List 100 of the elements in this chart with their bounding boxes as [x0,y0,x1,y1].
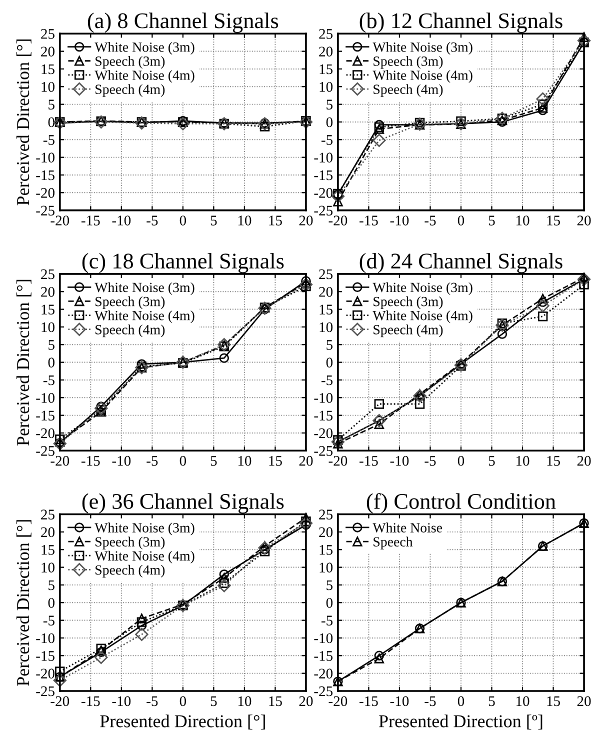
y-tick-label: 0 [48,358,54,368]
y-tick-label: 10 [42,562,54,572]
legend-label: White Noise (3m) [94,522,194,536]
x-tick-label: 5 [210,456,217,466]
y-tick-label: 5 [48,340,54,350]
y-tick-label: -20 [36,188,54,198]
legend-label: White Noise (3m) [372,282,472,295]
y-tick-label: -10 [36,152,54,163]
y-tick-label: -25 [36,206,54,216]
y-tick-label: -5 [43,135,54,145]
x-tick-label: 15 [269,456,282,466]
x-tick-label: 20 [577,696,591,706]
legend-label: Speech (4m) [96,324,165,338]
y-tick-label: -25 [314,206,333,216]
y-tick-label: 10 [42,322,54,332]
y-tick-label: 25 [319,510,333,520]
x-tick-label: -15 [360,456,378,466]
legend-label: Speech (4m) [96,564,165,578]
x-tick-label: -10 [112,216,131,226]
x-tick-label: 0 [180,456,186,466]
y-tick-label: 0 [48,117,54,128]
y-tick-label: -15 [36,410,54,421]
x-tick-label: 10 [238,696,252,706]
x-tick-label: 10 [238,456,252,466]
y-tick-label: -15 [36,651,54,661]
y-tick-label: 10 [320,322,333,332]
chart-title: (f) Control Condition [366,493,556,514]
legend-label: Speech (3m) [374,296,443,310]
y-tick-label: -20 [314,428,333,438]
chart-title: (c) 18 Channel Signals [82,252,284,274]
x-tick-label: 0 [180,696,186,706]
legend-label: White Noise (4m) [94,550,194,564]
legend-label: White Noise (4m) [372,310,472,324]
x-tick-label: -5 [424,696,436,706]
y-tick-label: -20 [36,668,54,679]
x-tick-label: 15 [547,456,560,466]
x-tick-label: 10 [516,456,530,466]
y-tick-label: 0 [48,598,54,608]
y-tick-label: 15 [42,545,54,555]
y-tick-label: 15 [320,545,333,555]
y-tick-label: -20 [36,428,54,438]
y-tick-label: 5 [326,580,333,590]
y-tick-label: -20 [314,188,333,198]
y-tick-label: 15 [42,304,54,314]
y-tick-label: -10 [314,633,333,644]
x-tick-label: 5 [488,216,495,226]
x-tick-label: -15 [81,456,100,466]
x-tick-label: 5 [210,696,217,706]
legend-label: Speech [374,536,413,550]
x-tick-label: 15 [269,216,282,226]
y-tick-label: 10 [42,82,54,92]
x-tick-label: -15 [81,696,100,706]
x-axis-title: Presented Direction [º] [378,714,542,730]
y-tick-label: -25 [36,446,54,456]
y-tick-label: 25 [41,510,54,520]
y-tick-label: -20 [314,668,333,679]
x-tick-label: -10 [390,216,409,226]
legend-label: Speech (3m) [96,536,165,550]
y-tick-label: 20 [319,46,333,56]
x-tick-label: -15 [81,216,100,226]
chart-title: (d) 24 Channel Signals [360,252,562,274]
y-tick-label: 25 [41,269,54,280]
x-tick-label: 0 [458,216,464,226]
legend-label: White Noise [372,522,442,533]
y-tick-label: 20 [41,46,54,56]
y-tick-label: -25 [314,446,333,456]
x-tick-label: 20 [299,216,313,226]
x-axis-title: Presented Direction [°] [100,714,265,730]
legend-label: White Noise (3m) [372,42,472,55]
y-tick-label: -5 [321,616,333,626]
y-tick-label: 5 [326,100,333,110]
legend-label: White Noise (4m) [94,310,194,324]
y-tick-label: 5 [326,340,333,350]
legend-label: Speech (3m) [96,296,165,310]
y-tick-label: 15 [320,304,333,314]
x-tick-label: 5 [488,456,495,466]
y-tick-label: 25 [319,269,333,280]
y-tick-label: 5 [48,100,54,110]
y-tick-label: 0 [326,117,333,128]
x-tick-label: 10 [516,216,530,226]
y-tick-label: -10 [36,633,54,644]
y-tick-label: -15 [314,410,333,421]
y-tick-label: 20 [319,286,333,297]
x-tick-label: 20 [577,216,591,226]
legend-label: White Noise (3m) [94,282,194,295]
x-tick-label: 10 [238,216,252,226]
x-tick-label: -5 [424,216,436,226]
y-tick-label: 15 [320,64,333,74]
y-tick-label: 5 [48,580,54,590]
x-tick-label: 15 [269,696,282,706]
y-tick-label: -25 [36,686,54,696]
x-tick-label: -15 [360,696,378,706]
y-tick-label: -15 [314,651,333,661]
y-tick-label: 0 [326,598,333,608]
x-tick-label: 15 [547,696,560,706]
x-tick-label: -5 [146,696,158,706]
x-tick-label: -10 [112,696,131,706]
x-tick-label: -10 [112,456,131,466]
y-tick-label: 10 [320,82,333,92]
y-tick-label: 25 [41,29,54,39]
